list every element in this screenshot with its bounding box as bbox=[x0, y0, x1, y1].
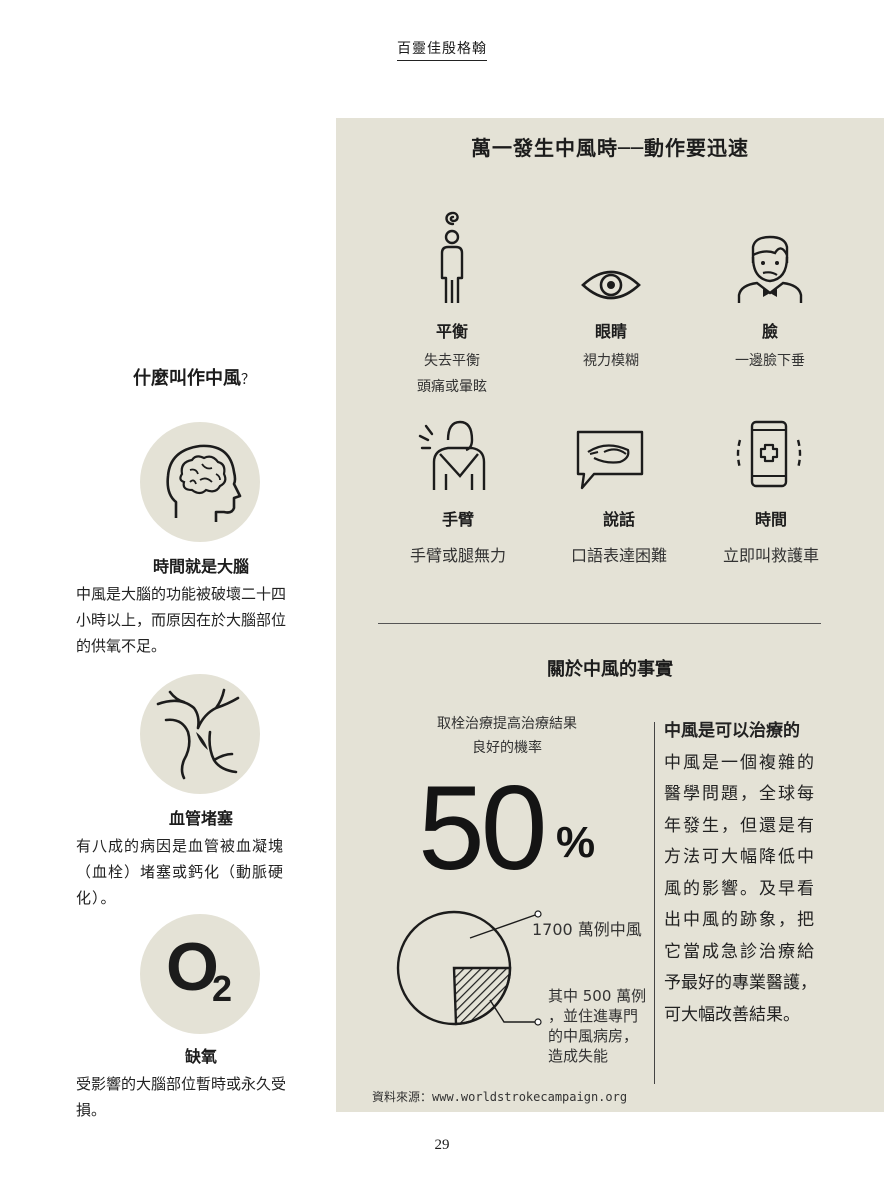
symptom-desc: 失去平衡 bbox=[424, 353, 480, 369]
oxygen-icon: O 2 bbox=[140, 914, 260, 1034]
pie-label-part: 其中 500 萬例 ，並住進專門 的中風病房， 造成失能 bbox=[548, 986, 648, 1066]
pie-chart bbox=[396, 910, 542, 1026]
stat-caption-line: 良好的機率 bbox=[472, 740, 542, 756]
treatable-line: 可大幅改善結果。 bbox=[664, 1004, 800, 1025]
column-divider bbox=[654, 722, 655, 1084]
pie-label-line: ，並住進專門 bbox=[548, 1007, 639, 1025]
item-heading: 血管堵塞 bbox=[168, 809, 233, 828]
treatable-line: 年發生，但還是有 bbox=[664, 815, 816, 836]
stat-caption-line: 取栓治療提高治療結果 bbox=[437, 716, 577, 732]
treatable-line: 它當成急診治療給 bbox=[664, 941, 816, 962]
stat-caption: 取栓治療提高治療結果 良好的機率 bbox=[398, 712, 616, 760]
symptom-desc: 口語表達困難 bbox=[570, 546, 667, 565]
eye-icon bbox=[580, 265, 642, 305]
symptom-title: 臉 bbox=[761, 322, 778, 341]
item-text-line: 化）。 bbox=[76, 889, 117, 907]
item-text-line: 受影響的大腦部位暫時或永久受 bbox=[76, 1075, 287, 1093]
treatable-line: 中風是一個複雜的 bbox=[664, 752, 816, 773]
panel-title: 萬一發生中風時──動作要迅速 bbox=[470, 136, 750, 160]
symptom-arm: 手臂 手臂或腿無力 bbox=[392, 506, 524, 566]
symptom-title: 手臂 bbox=[441, 510, 474, 529]
symptom-desc: 立即叫救護車 bbox=[722, 546, 819, 565]
facts-title: 關於中風的事實 bbox=[547, 659, 673, 680]
speech-bubble-icon bbox=[576, 430, 644, 490]
symptom-title: 說話 bbox=[602, 510, 635, 529]
treatable-line: 出中風的跡象，把 bbox=[664, 910, 816, 930]
treatable-block: 中風是可以治療的 中風是一個複雜的 醫學問題，全球每 年發生，但還是有 方法可大… bbox=[664, 716, 878, 1031]
person-dizzy-icon bbox=[432, 208, 472, 306]
header-title: 百靈佳殷格翰 bbox=[397, 41, 487, 61]
symptom-time: 時間 立即叫救護車 bbox=[710, 506, 832, 566]
page-number: 29 bbox=[434, 1137, 450, 1153]
item-text-line: 的供氧不足。 bbox=[76, 637, 167, 655]
item-text: 受影響的大腦部位暫時或永久受 損。 bbox=[76, 1071, 312, 1123]
oxygen-symbol: O bbox=[166, 929, 219, 1005]
item-text-line: （血栓）堵塞或鈣化（動脈硬 bbox=[76, 863, 285, 881]
section-divider bbox=[378, 623, 821, 624]
pie-label-line: 造成失能 bbox=[548, 1047, 609, 1065]
symptom-face: 臉 一邊臉下垂 bbox=[710, 318, 830, 374]
left-title: 什麼叫作中風 bbox=[133, 368, 241, 389]
pie-leader-line bbox=[489, 999, 538, 1023]
item-text-line: 小時以上，而原因在於大腦部位 bbox=[76, 611, 287, 629]
pie-hatched-slice bbox=[452, 966, 512, 1026]
item-text: 中風是大腦的功能被破壞二十四 小時以上，而原因在於大腦部位 的供氧不足。 bbox=[76, 581, 312, 659]
item-heading: 缺氧 bbox=[184, 1047, 217, 1066]
stat-value: 50 bbox=[418, 761, 547, 895]
symptom-desc: 手臂或腿無力 bbox=[409, 546, 506, 565]
symptom-title: 眼睛 bbox=[594, 322, 627, 341]
item-text-line: 損。 bbox=[76, 1101, 107, 1119]
brain-head-icon bbox=[140, 422, 260, 542]
symptom-speech: 說話 口語表達困難 bbox=[556, 506, 682, 566]
arm-sling-icon bbox=[418, 418, 488, 492]
item-heading: 時間就是大腦 bbox=[152, 557, 249, 576]
symptom-desc: 頭痛或暈眩 bbox=[417, 379, 487, 395]
symptom-eyes: 眼睛 視力模糊 bbox=[551, 318, 671, 374]
pie-label-line: 的中風病房， bbox=[548, 1027, 639, 1045]
symptom-desc: 視力模糊 bbox=[583, 353, 639, 369]
blood-vessel-icon bbox=[140, 674, 260, 794]
item-text-line: 中風是大腦的功能被破壞二十四 bbox=[76, 585, 287, 603]
treatable-line: 醫學問題，全球每 bbox=[664, 784, 816, 804]
stat-unit: % bbox=[556, 818, 596, 867]
item-text-line: 有八成的病因是血管被血凝塊 bbox=[76, 837, 285, 855]
source-note: 資料來源：www.worldstrokecampaign.org bbox=[372, 1090, 628, 1104]
pie-leader-line bbox=[469, 913, 539, 939]
symptom-title: 時間 bbox=[754, 510, 787, 529]
left-title-mark: ？ bbox=[241, 372, 255, 388]
face-icon bbox=[735, 233, 805, 305]
pie-label-line: 其中 500 萬例 bbox=[548, 987, 647, 1005]
left-title-wrap: 什麼叫作中風？ bbox=[76, 364, 312, 390]
treatable-line: 方法可大幅降低中 bbox=[664, 847, 816, 867]
item-text: 有八成的病因是血管被血凝塊 （血栓）堵塞或鈣化（動脈硬 化）。 bbox=[76, 833, 312, 911]
phone-emergency-icon bbox=[734, 418, 804, 490]
treatable-line: 風的影響。及早看 bbox=[664, 878, 816, 899]
pie-label-total: 1700 萬例中風 bbox=[532, 920, 642, 939]
symptom-desc: 一邊臉下垂 bbox=[735, 353, 805, 369]
treatable-title: 中風是可以治療的 bbox=[664, 721, 800, 741]
symptom-title: 平衡 bbox=[435, 322, 468, 341]
oxygen-subscript: 2 bbox=[212, 968, 233, 1009]
treatable-line: 予最好的專業醫護， bbox=[664, 973, 817, 993]
symptom-balance: 平衡 失去平衡 頭痛或暈眩 bbox=[392, 318, 512, 400]
running-header: 百靈佳殷格翰 bbox=[0, 38, 884, 61]
